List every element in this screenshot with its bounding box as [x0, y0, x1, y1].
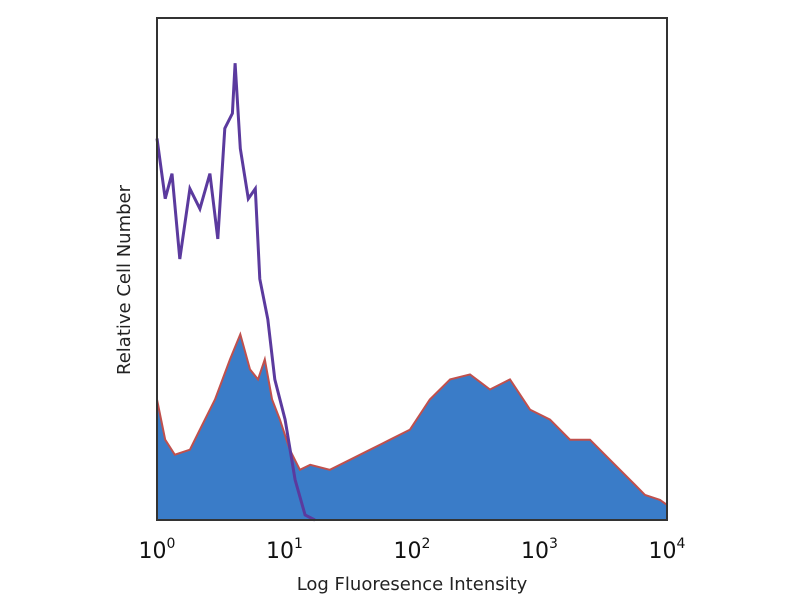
x-tick-label: 104: [649, 536, 686, 564]
stained-histogram-area: [156, 331, 668, 521]
x-tick-labels: 100 101 102 103 104: [139, 536, 686, 564]
x-tick-label: 102: [394, 536, 431, 564]
plot-frame: [156, 17, 668, 521]
plot-marks: [155, 63, 668, 522]
isotype-histogram-line: [155, 63, 316, 522]
y-axis-label: Relative Cell Number: [114, 184, 135, 375]
x-axis-label: Log Fluoresence Intensity: [297, 574, 528, 595]
x-tick-label: 100: [139, 536, 176, 564]
x-tick-label: 101: [266, 536, 303, 564]
x-tick-label: 103: [521, 536, 558, 564]
